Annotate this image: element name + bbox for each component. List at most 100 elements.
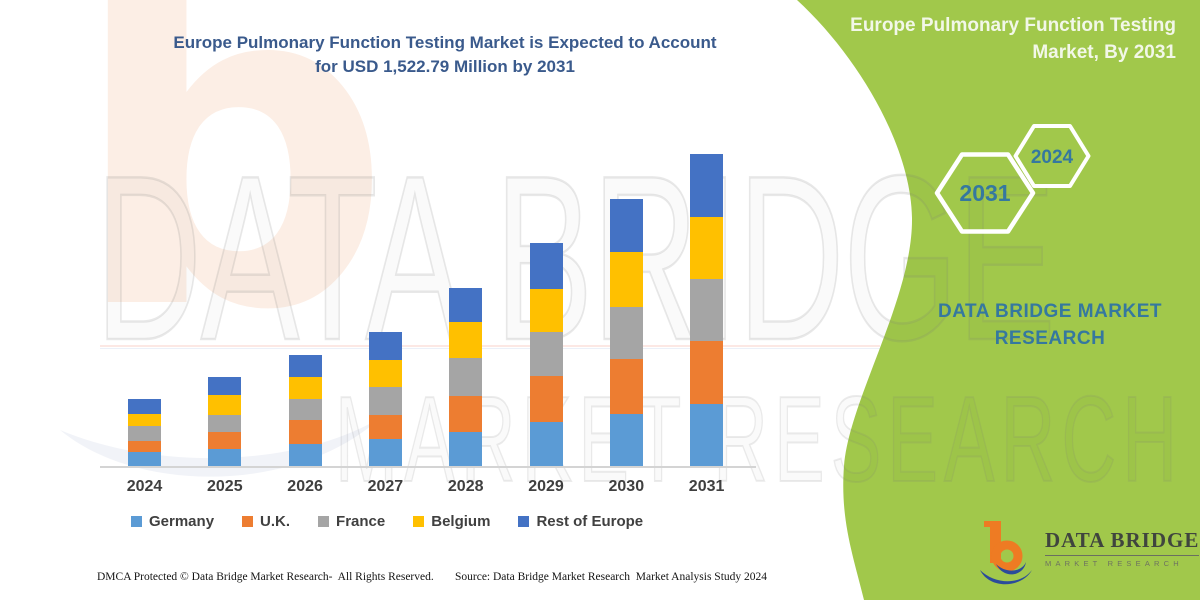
- hexagon-2024-label: 2024: [1031, 147, 1074, 168]
- x-axis-label-2031: 2031: [688, 478, 725, 495]
- stacked-bar-2029: [529, 243, 563, 466]
- x-axis-label-2028: 2028: [447, 478, 484, 495]
- bar-segment-2030-u-k: [609, 359, 643, 414]
- logo-bird-icon: [980, 521, 1032, 585]
- bar-segment-2031-belgium: [690, 216, 724, 279]
- bar-segment-2027-u-k: [368, 414, 402, 439]
- legend-item-u-k: U.K.: [242, 513, 290, 530]
- bar-segment-2029-rest-of-europe: [529, 243, 563, 289]
- legend-item-france: France: [318, 513, 385, 530]
- legend-label-rest-of-europe: Rest of Europe: [536, 513, 644, 530]
- legend-item-belgium: Belgium: [413, 513, 490, 530]
- bar-segment-2030-belgium: [609, 252, 643, 307]
- bar-segment-2029-belgium: [529, 288, 563, 332]
- bar-segment-2029-france: [529, 331, 563, 377]
- x-axis-label-2025: 2025: [207, 478, 243, 495]
- bar-segment-2029-u-k: [529, 376, 563, 422]
- source-note: Source: Data Bridge Market Research Mark…: [455, 571, 768, 583]
- bar-segment-2025-germany: [208, 449, 242, 466]
- logo-text: DATA BRIDGE MARKET RESEARCH: [1045, 520, 1200, 568]
- bar-segment-2028-belgium: [449, 321, 483, 359]
- legend-swatch-belgium: [413, 516, 425, 527]
- bar-segment-2025-rest-of-europe: [208, 376, 242, 395]
- side-panel-title: Europe Pulmonary Function Testing Market…: [806, 12, 1176, 66]
- legend-item-rest-of-europe: Rest of Europe: [518, 513, 643, 530]
- bar-segment-2027-germany: [368, 438, 402, 466]
- bar-segment-2027-france: [368, 386, 402, 415]
- logo-name: DATA BRIDGE: [1045, 528, 1200, 556]
- brand-wordmark-line-2: RESEARCH: [994, 328, 1106, 349]
- bar-segment-2026-u-k: [288, 420, 322, 445]
- legend-swatch-germany: [131, 516, 142, 527]
- brand-wordmark-line-1: DATA BRIDGE MARKET: [938, 301, 1162, 322]
- bar-segment-2025-belgium: [208, 394, 242, 415]
- stacked-bar-2026: [288, 355, 322, 466]
- logo-subtitle: MARKET RESEARCH: [1045, 559, 1183, 568]
- x-axis-label-2027: 2027: [367, 478, 404, 495]
- bar-segment-2027-belgium: [368, 359, 402, 387]
- legend-label-germany: Germany: [149, 513, 215, 530]
- company-logo: DATA BRIDGE MARKET RESEARCH: [978, 520, 1200, 586]
- side-panel-title-line-1: Europe Pulmonary Function Testing: [850, 15, 1176, 36]
- bar-segment-2028-rest-of-europe: [449, 287, 483, 322]
- bar-segment-2025-france: [208, 415, 242, 432]
- bar-segment-2031-france: [690, 278, 724, 342]
- bar-segment-2025-u-k: [208, 432, 242, 449]
- bar-segment-2030-france: [609, 306, 643, 360]
- stacked-bar-2028: [449, 287, 483, 466]
- bar-segment-2024-belgium: [128, 413, 161, 427]
- x-axis-label-2026: 2026: [287, 478, 323, 495]
- x-axis-label-2024: 2024: [126, 478, 163, 495]
- watermark-underline-pink: [100, 345, 880, 347]
- bar-segment-2027-rest-of-europe: [368, 331, 402, 360]
- legend-item-germany: Germany: [131, 513, 214, 530]
- bar-segment-2024-germany: [128, 451, 161, 466]
- hexagon-2024: [1013, 124, 1091, 188]
- year-hexagons: 2031 2024: [934, 124, 1091, 234]
- stacked-bar-2031: [690, 153, 724, 466]
- bar-segment-2024-u-k: [128, 441, 161, 452]
- bar-segment-2026-france: [288, 399, 322, 421]
- hexagon-2031: [934, 152, 1036, 234]
- chart-title-line-2: for USD 1,522.79 Million by 2031: [315, 57, 575, 76]
- brand-wordmark: DATA BRIDGE MARKET RESEARCH: [928, 298, 1172, 352]
- legend-label-belgium: Belgium: [431, 513, 491, 530]
- legend-swatch-u-k: [242, 516, 254, 527]
- legend: Germany U.K. France Belgium Rest of Europe: [131, 513, 643, 530]
- green-side-panel: [797, 0, 1200, 600]
- dmca-notice: DMCA Protected © Data Bridge Market Rese…: [97, 571, 434, 583]
- side-panel-title-line-2: Market, By 2031: [1032, 42, 1176, 63]
- legend-swatch-rest-of-europe: [518, 516, 530, 527]
- legend-swatch-france: [318, 516, 330, 527]
- stacked-bar-2024: [128, 398, 161, 466]
- bar-segment-2028-u-k: [449, 395, 483, 432]
- bar-segment-2026-germany: [288, 444, 322, 466]
- x-axis-line: [100, 466, 756, 468]
- bar-segment-2024-france: [128, 426, 161, 442]
- chart-title: Europe Pulmonary Function Testing Market…: [90, 31, 800, 79]
- watermark-underline-blue: [100, 348, 880, 349]
- legend-label-u-k: U.K.: [260, 513, 291, 530]
- hexagon-2031-label: 2031: [959, 180, 1010, 206]
- bar-segment-2026-rest-of-europe: [288, 355, 322, 378]
- bar-segment-2031-germany: [690, 403, 724, 466]
- bar-segment-2031-u-k: [690, 341, 724, 404]
- x-axis-label-2029: 2029: [528, 478, 564, 495]
- stacked-bar-2030: [609, 198, 643, 466]
- x-axis-label-2030: 2030: [608, 478, 645, 495]
- bar-segment-2028-france: [449, 358, 483, 396]
- bar-segment-2030-germany: [609, 413, 643, 466]
- stacked-bar-2027: [368, 331, 402, 466]
- bar-segment-2024-rest-of-europe: [128, 398, 161, 414]
- chart-title-line-1: Europe Pulmonary Function Testing Market…: [173, 33, 717, 52]
- bar-segment-2029-germany: [529, 421, 563, 466]
- bar-segment-2030-rest-of-europe: [609, 198, 643, 253]
- stacked-bar-2025: [208, 376, 242, 466]
- legend-label-france: France: [336, 513, 386, 530]
- bar-segment-2026-belgium: [288, 377, 322, 400]
- bar-segment-2031-rest-of-europe: [690, 153, 724, 217]
- bar-segment-2028-germany: [449, 432, 483, 466]
